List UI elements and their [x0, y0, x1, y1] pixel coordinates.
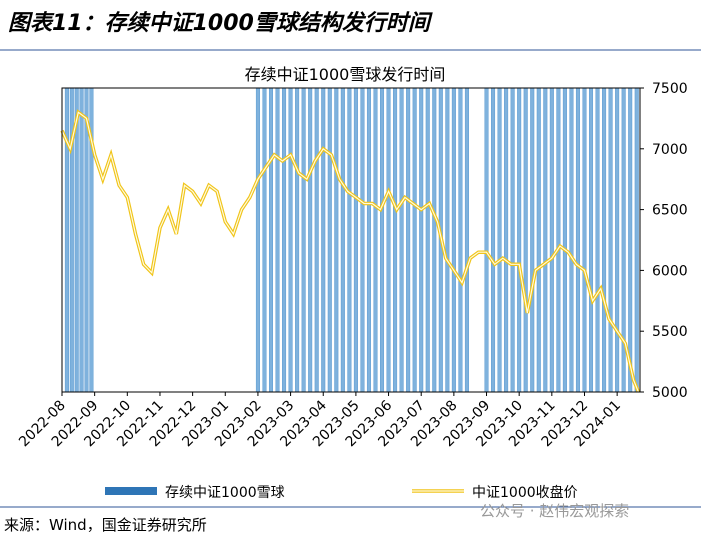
issuance-bar: [334, 87, 339, 393]
issuance-bar: [491, 87, 496, 393]
issuance-bar: [288, 87, 293, 393]
page-title: 图表11：存续中证1000雪球结构发行时间: [8, 10, 433, 36]
issuance-bar: [419, 87, 424, 393]
issuance-bar: [393, 87, 398, 393]
y-tick-label: 7500: [652, 81, 688, 97]
issuance-bar: [406, 87, 411, 393]
plot-frame: [61, 87, 641, 393]
issuance-bar: [615, 87, 620, 393]
issuance-bar: [445, 87, 450, 393]
issuance-bar: [484, 87, 489, 393]
issuance-bar: [510, 87, 515, 393]
issuance-bar: [301, 87, 306, 393]
y-tick-label: 7000: [652, 142, 688, 158]
issuance-bar: [386, 87, 391, 393]
watermark: 公众号 · 赵伟宏观探索: [480, 502, 629, 520]
issuance-bar: [308, 87, 313, 393]
issuance-bar: [497, 87, 502, 393]
issuance-bar: [399, 87, 404, 393]
issuance-bar: [347, 87, 352, 393]
legend-swatch: [105, 487, 157, 495]
issuance-bar: [366, 87, 371, 393]
issuance-bar: [84, 87, 89, 393]
issuance-bar: [314, 87, 319, 393]
issuance-bar: [432, 87, 437, 393]
issuance-bar: [608, 87, 613, 393]
legend-label: 中证1000收盘价: [472, 484, 578, 501]
issuance-bar: [425, 87, 430, 393]
chart-title: 存续中证1000雪球发行时间: [245, 65, 446, 84]
y-tick-label: 6500: [652, 203, 688, 219]
issuance-bar: [517, 87, 522, 393]
issuance-bar: [275, 87, 280, 393]
issuance-bar: [628, 87, 633, 393]
issuance-bar: [412, 87, 417, 393]
legend-label: 存续中证1000雪球: [165, 484, 285, 501]
issuance-bar: [64, 87, 69, 393]
issuance-bar: [602, 87, 607, 393]
source: 来源：Wind，国金证券研究所: [4, 516, 207, 534]
issuance-bar: [543, 87, 548, 393]
issuance-bar: [582, 87, 587, 393]
issuance-bar: [451, 87, 456, 393]
issuance-bar: [268, 87, 273, 393]
issuance-bar: [575, 87, 580, 393]
close-line-inner: [61, 111, 639, 393]
issuance-bar: [380, 87, 385, 393]
issuance-bar: [321, 87, 326, 393]
issuance-bar: [373, 87, 378, 393]
issuance-bar: [295, 87, 300, 393]
issuance-bar: [562, 87, 567, 393]
issuance-bar: [569, 87, 574, 393]
issuance-bar: [340, 87, 345, 393]
issuance-bar: [464, 87, 469, 393]
issuance-bar: [536, 87, 541, 393]
y-tick-label: 6000: [652, 263, 688, 279]
issuance-bar: [458, 87, 463, 393]
issuance-bar: [530, 87, 535, 393]
issuance-bar: [504, 87, 509, 393]
issuance-bar: [353, 87, 358, 393]
issuance-bar: [327, 87, 332, 393]
issuance-bar: [556, 87, 561, 393]
issuance-bar: [74, 87, 79, 393]
issuance-bar: [255, 87, 260, 393]
issuance-bar: [595, 87, 600, 393]
issuance-bar: [523, 87, 528, 393]
issuance-bar: [549, 87, 554, 393]
issuance-bar: [360, 87, 365, 393]
y-tick-label: 5000: [652, 385, 688, 401]
issuance-bar: [282, 87, 287, 393]
issuance-bar: [79, 87, 84, 393]
y-tick-label: 5500: [652, 324, 688, 340]
issuance-bar: [589, 87, 594, 393]
issuance-bar: [262, 87, 267, 393]
issuance-bar: [634, 87, 639, 393]
